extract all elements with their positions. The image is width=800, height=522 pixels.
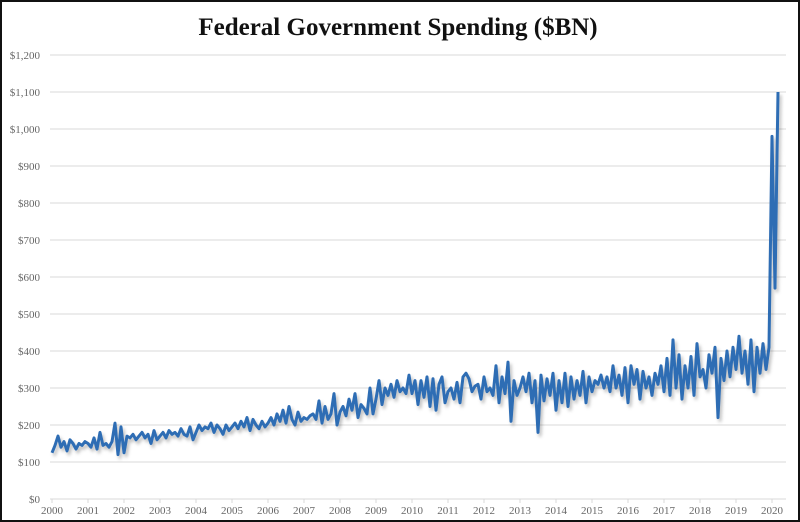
x-axis: 2000 2001 2002 2003 2004 2005 2006 2007 2008 2009…: [41, 499, 784, 517]
x-tick-label: 2015: [581, 505, 604, 517]
y-axis: $0 $100 $200 $300 $400 $500 $600 $700 $800 $900 $1…: [10, 50, 41, 506]
x-tick-label: 2006: [257, 505, 280, 517]
x-tick-label: 2007: [293, 505, 316, 517]
y-tick-label: $400: [18, 346, 41, 358]
x-tick-label: 2020: [761, 505, 784, 517]
y-tick-label: $0: [29, 494, 41, 506]
x-tick-label: 2000: [41, 505, 64, 517]
y-tick-label: $700: [18, 235, 41, 247]
x-tick-label: 2016: [617, 505, 640, 517]
x-tick-label: 2014: [545, 505, 568, 517]
x-tick-label: 2004: [185, 505, 208, 517]
x-tick-label: 2013: [509, 505, 532, 517]
y-tick-label: $1,200: [10, 50, 41, 62]
chart-title: Federal Government Spending ($BN): [198, 14, 598, 41]
x-tick-label: 2008: [329, 505, 352, 517]
x-tick-label: 2009: [365, 505, 388, 517]
x-tick-label: 2011: [437, 505, 459, 517]
x-tick-label: 2018: [689, 505, 712, 517]
x-tick-label: 2019: [725, 505, 748, 517]
y-tick-label: $900: [18, 161, 41, 173]
y-tick-label: $600: [18, 272, 41, 284]
x-tick-label: 2003: [149, 505, 172, 517]
x-tick-label: 2002: [113, 505, 135, 517]
y-tick-label: $200: [18, 420, 41, 432]
y-tick-label: $1,100: [10, 87, 41, 99]
x-tick-label: 2010: [401, 505, 424, 517]
y-tick-label: $100: [18, 457, 41, 469]
x-tick-label: 2005: [221, 505, 244, 517]
y-tick-label: $500: [18, 309, 41, 321]
series-line-0: [50, 91, 780, 457]
y-tick-label: $1,000: [10, 124, 41, 136]
x-tick-label: 2017: [653, 505, 676, 517]
series-layer: [50, 91, 780, 457]
y-tick-label: $800: [18, 198, 41, 210]
gridlines: [50, 54, 786, 500]
x-tick-label: 2001: [77, 505, 99, 517]
y-tick-label: $300: [18, 383, 41, 395]
x-tick-label: 2012: [473, 505, 495, 517]
